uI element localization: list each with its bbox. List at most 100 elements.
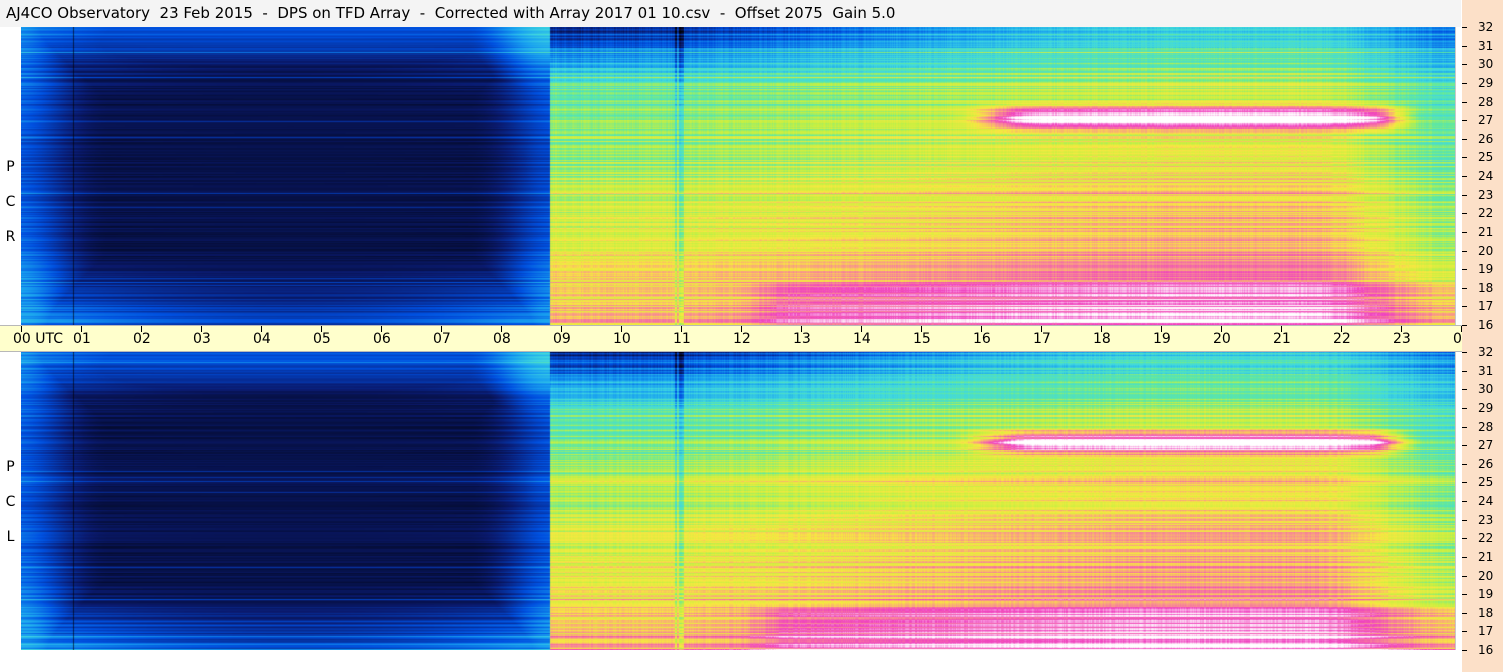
- mhz-tick: [1462, 631, 1467, 632]
- rcp-letter-c: C: [5, 194, 16, 210]
- utc-tick: [801, 326, 802, 332]
- mhz-tick-label: 30: [1478, 57, 1494, 71]
- mhz-axis: 32 31 30 29 28 27 26 25 24 23 22 21 20 19 18 17 16 32 31 30…: [1462, 0, 1503, 672]
- mhz-tick-label: 28: [1478, 420, 1494, 434]
- mhz-tick-label: 19: [1478, 262, 1494, 276]
- utc-tick-label: 04: [253, 331, 271, 347]
- mhz-tick: [1462, 501, 1467, 502]
- utc-tick-label: 15: [913, 331, 931, 347]
- utc-axis: 00 UTC 01 02 03 04 05 06 07 08 09 10 11 12 13 14 15 16 17…: [0, 325, 1503, 352]
- mhz-tick-label: 22: [1478, 206, 1494, 220]
- utc-tick-label: 14: [853, 331, 871, 347]
- mhz-tick-label: 20: [1478, 244, 1494, 258]
- mhz-tick: [1462, 64, 1467, 65]
- mhz-tick-label: 24: [1478, 169, 1494, 183]
- mhz-tick-label: 32: [1478, 345, 1494, 359]
- utc-tick-label: 06: [373, 331, 391, 347]
- mhz-tick-label: 29: [1478, 401, 1494, 415]
- mhz-tick: [1462, 139, 1467, 140]
- utc-tick: [1461, 326, 1462, 332]
- utc-tick-label: 02: [133, 331, 151, 347]
- mhz-tick: [1462, 325, 1467, 326]
- mhz-tick-label: 19: [1478, 587, 1494, 601]
- mhz-tick: [1462, 594, 1467, 595]
- mhz-tick: [1462, 389, 1467, 390]
- utc-tick: [261, 326, 262, 332]
- utc-tick-label: 17: [1033, 331, 1051, 347]
- utc-tick-label: 18: [1093, 331, 1111, 347]
- mhz-tick: [1462, 120, 1467, 121]
- mhz-tick-label: 20: [1478, 569, 1494, 583]
- utc-tick: [381, 326, 382, 332]
- mhz-tick-label: 29: [1478, 76, 1494, 90]
- mhz-tick-label: 18: [1478, 606, 1494, 620]
- utc-tick-label: 21: [1273, 331, 1291, 347]
- mhz-tick-label: 27: [1478, 113, 1494, 127]
- mhz-tick-label: 16: [1478, 643, 1494, 657]
- utc-tick: [621, 326, 622, 332]
- lcp-letter-p: P: [6, 459, 15, 475]
- utc-tick: [81, 326, 82, 332]
- mhz-tick-label: 21: [1478, 225, 1494, 239]
- rcp-right-strip: [1455, 27, 1462, 325]
- mhz-tick-label: 25: [1478, 150, 1494, 164]
- utc-tick: [1401, 326, 1402, 332]
- rcp-letter-p: P: [6, 159, 15, 175]
- mhz-tick: [1462, 46, 1467, 47]
- utc-tick: [1281, 326, 1282, 332]
- mhz-tick: [1462, 408, 1467, 409]
- utc-tick: [981, 326, 982, 332]
- utc-tick: [141, 326, 142, 332]
- mhz-tick-label: 23: [1478, 188, 1494, 202]
- lcp-letter-l: L: [6, 529, 15, 545]
- mhz-tick: [1462, 445, 1467, 446]
- mhz-tick: [1462, 213, 1467, 214]
- mhz-tick-label: 24: [1478, 494, 1494, 508]
- mhz-tick-label: 22: [1478, 531, 1494, 545]
- rcp-label-margin: P C R: [0, 27, 21, 325]
- utc-tick: [681, 326, 682, 332]
- utc-tick-label: 01: [73, 331, 91, 347]
- utc-tick-label: 13: [793, 331, 811, 347]
- mhz-tick-label: 30: [1478, 382, 1494, 396]
- utc-tick-label: 00 UTC: [13, 331, 64, 347]
- mhz-tick-label: 28: [1478, 95, 1494, 109]
- utc-tick: [1101, 326, 1102, 332]
- mhz-tick: [1462, 288, 1467, 289]
- mhz-tick: [1462, 27, 1467, 28]
- lcp-heatmap-canvas: [21, 352, 1455, 650]
- utc-tick: [441, 326, 442, 332]
- mhz-tick: [1462, 520, 1467, 521]
- lcp-label-margin: P C L: [0, 352, 21, 672]
- utc-tick: [1221, 326, 1222, 332]
- utc-tick-label: 20: [1213, 331, 1231, 347]
- utc-tick: [1341, 326, 1342, 332]
- mhz-tick-label: 31: [1478, 364, 1494, 378]
- mhz-tick: [1462, 251, 1467, 252]
- utc-tick-label: 12: [733, 331, 751, 347]
- mhz-tick: [1462, 232, 1467, 233]
- utc-tick-label: 22: [1333, 331, 1351, 347]
- mhz-tick-label: 16: [1478, 318, 1494, 332]
- utc-tick-label: 23: [1393, 331, 1411, 347]
- mhz-tick-label: 17: [1478, 299, 1494, 313]
- mhz-tick: [1462, 269, 1467, 270]
- utc-tick: [501, 326, 502, 332]
- mhz-tick: [1462, 352, 1467, 353]
- mhz-tick: [1462, 157, 1467, 158]
- utc-tick-label: 07: [433, 331, 451, 347]
- rcp-heatmap-canvas: [21, 27, 1455, 325]
- mhz-tick: [1462, 538, 1467, 539]
- utc-tick: [921, 326, 922, 332]
- utc-tick: [321, 326, 322, 332]
- utc-tick-label: 16: [973, 331, 991, 347]
- lcp-spectrogram: [21, 352, 1455, 650]
- utc-tick-label: 11: [673, 331, 691, 347]
- utc-tick-label: 10: [613, 331, 631, 347]
- mhz-tick: [1462, 482, 1467, 483]
- mhz-tick-label: 32: [1478, 20, 1494, 34]
- utc-tick-label: 09: [553, 331, 571, 347]
- utc-tick: [21, 326, 22, 332]
- lcp-letter-c: C: [5, 494, 16, 510]
- rcp-spectrogram: [21, 27, 1455, 325]
